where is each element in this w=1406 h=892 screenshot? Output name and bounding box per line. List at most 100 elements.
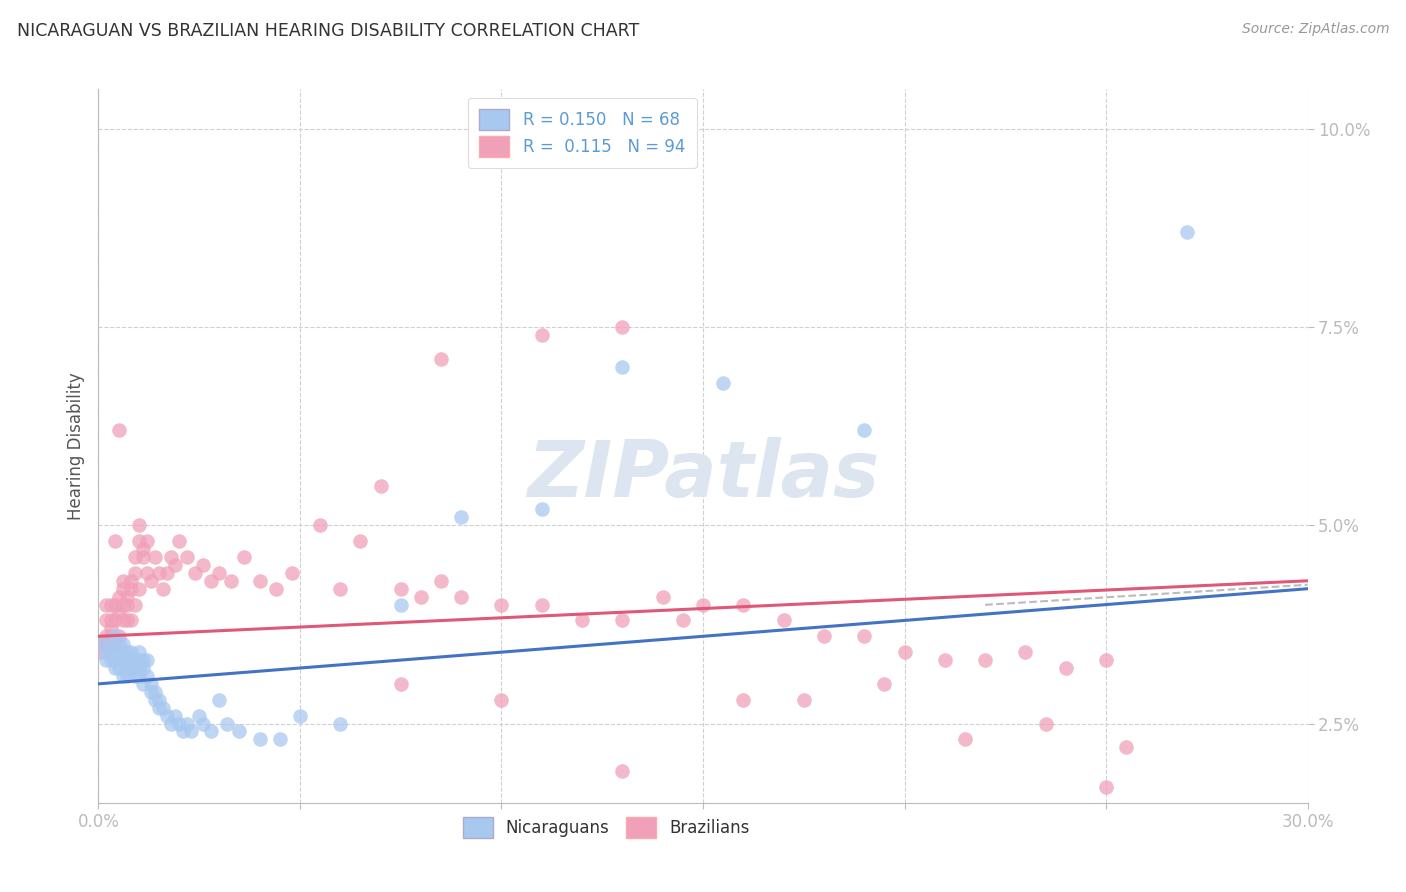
Point (188, 708, 211, 723)
Point (91, 645, 114, 659)
Point (107, 637, 129, 651)
Point (389, 598, 412, 612)
Point (139, 685, 162, 699)
Point (132, 549, 155, 564)
Point (370, 478, 392, 492)
Point (309, 518, 332, 533)
Point (692, 598, 714, 612)
Point (176, 549, 198, 564)
Point (107, 629, 129, 643)
Point (163, 558, 186, 572)
Point (853, 423, 876, 437)
Point (269, 732, 291, 747)
Point (193, 716, 215, 731)
Point (264, 582, 287, 596)
Point (115, 590, 138, 604)
Point (120, 653, 142, 667)
Point (91, 637, 114, 651)
Point (953, 732, 976, 747)
Point (120, 661, 142, 675)
Point (143, 685, 166, 699)
Point (124, 661, 146, 675)
Point (180, 724, 202, 739)
Point (172, 724, 194, 739)
Point (893, 645, 915, 659)
Point (96, 645, 118, 659)
Point (167, 534, 190, 549)
Point (156, 708, 179, 723)
Legend: Nicaraguans, Brazilians: Nicaraguans, Brazilians (456, 811, 756, 845)
Point (107, 606, 129, 620)
Y-axis label: Hearing Disability: Hearing Disability (66, 372, 84, 520)
Point (100, 621, 122, 635)
Point (1175, 225, 1198, 239)
Point (124, 549, 146, 564)
Point (160, 716, 183, 731)
Point (612, 320, 634, 334)
Point (450, 590, 472, 604)
Point (96, 614, 118, 628)
Point (733, 692, 755, 706)
Point (111, 574, 134, 588)
Point (530, 328, 553, 343)
Point (409, 590, 432, 604)
Point (132, 653, 155, 667)
Point (115, 614, 138, 628)
Point (389, 582, 412, 596)
Point (430, 574, 453, 588)
Point (711, 376, 734, 390)
Point (288, 708, 311, 723)
Point (873, 677, 896, 691)
Point (612, 764, 634, 778)
Point (111, 598, 134, 612)
Point (103, 534, 125, 549)
Point (1095, 653, 1118, 667)
Point (107, 661, 129, 675)
Point (100, 645, 122, 659)
Point (115, 661, 138, 675)
Point (772, 614, 794, 628)
Point (184, 566, 207, 580)
Point (103, 598, 125, 612)
Point (249, 574, 271, 588)
Point (934, 653, 956, 667)
Point (107, 645, 129, 659)
Point (100, 598, 122, 612)
Point (143, 549, 166, 564)
Point (148, 566, 170, 580)
Point (430, 351, 453, 366)
Point (571, 614, 593, 628)
Point (96, 629, 118, 643)
Point (111, 669, 134, 683)
Point (1115, 740, 1137, 755)
Point (96, 598, 118, 612)
Point (103, 629, 125, 643)
Point (111, 637, 134, 651)
Point (813, 629, 835, 643)
Point (115, 598, 138, 612)
Text: NICARAGUAN VS BRAZILIAN HEARING DISABILITY CORRELATION CHART: NICARAGUAN VS BRAZILIAN HEARING DISABILI… (17, 22, 640, 40)
Point (160, 549, 183, 564)
Point (100, 629, 122, 643)
Point (111, 614, 134, 628)
Point (281, 566, 304, 580)
Point (329, 582, 352, 596)
Point (491, 598, 513, 612)
Point (107, 653, 129, 667)
Point (139, 677, 162, 691)
Point (1054, 661, 1077, 675)
Point (200, 574, 222, 588)
Point (100, 653, 122, 667)
Point (491, 692, 513, 706)
Point (107, 590, 129, 604)
Point (103, 637, 125, 651)
Point (115, 645, 138, 659)
Point (128, 653, 150, 667)
Point (249, 732, 271, 747)
Point (349, 534, 371, 549)
Point (124, 598, 146, 612)
Point (132, 677, 155, 691)
Point (530, 598, 553, 612)
Point (612, 359, 634, 374)
Point (974, 653, 997, 667)
